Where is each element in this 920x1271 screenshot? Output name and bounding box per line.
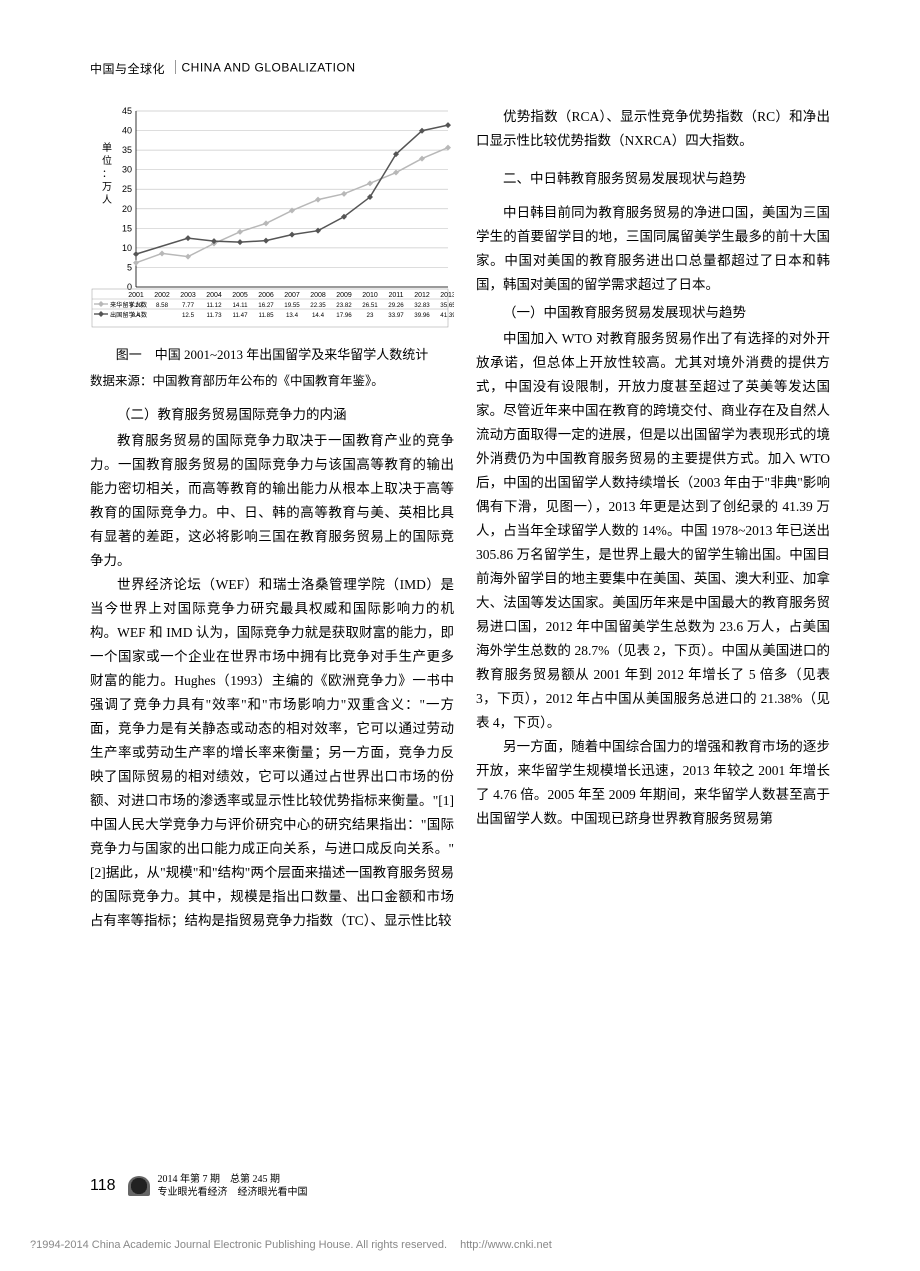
svg-text:29.26: 29.26 [388, 302, 404, 309]
svg-text:33.97: 33.97 [388, 312, 404, 319]
svg-text:出国留学人数: 出国留学人数 [110, 311, 148, 319]
paragraph: 另一方面，随着中国综合国力的增强和教育市场的逐步开放，来华留学生规模增长迅速，2… [476, 735, 830, 831]
running-header: 中国与全球化 CHINA AND GLOBALIZATION [90, 60, 830, 77]
svg-text:2010: 2010 [362, 292, 378, 299]
svg-text:25: 25 [122, 184, 132, 194]
figure-one: 0 5 10 15 20 25 30 35 40 45 单位 ： 万人 2001 2002 2003 2004 2… [90, 105, 454, 365]
svg-text:2002: 2002 [154, 292, 170, 299]
svg-text:8.58: 8.58 [156, 302, 169, 309]
issue-line1: 2014 年第 7 期 总第 245 期 [158, 1174, 281, 1185]
svg-text:2009: 2009 [336, 292, 352, 299]
svg-text:13.4: 13.4 [286, 312, 299, 319]
svg-text:35: 35 [122, 145, 132, 155]
two-column-layout: 0 5 10 15 20 25 30 35 40 45 单位 ： 万人 2001 2002 2003 2004 2… [90, 105, 830, 933]
paragraph: 教育服务贸易的国际竞争力取决于一国教育产业的竞争力。一国教育服务贸易的国际竞争力… [90, 429, 454, 573]
svg-text:35.65: 35.65 [440, 302, 454, 309]
svg-text:41.39: 41.39 [440, 312, 454, 319]
svg-text:7.77: 7.77 [182, 302, 195, 309]
issue-line2: 专业眼光看经济 经济眼光看中国 [158, 1187, 308, 1198]
copyright-line: ?1994-2014 China Academic Journal Electr… [30, 1239, 552, 1251]
svg-text:16.27: 16.27 [258, 302, 274, 309]
journal-logo-icon [128, 1176, 150, 1196]
page: 中国与全球化 CHINA AND GLOBALIZATION 0 5 10 15 20 2… [0, 0, 920, 973]
svg-text:11.73: 11.73 [206, 312, 222, 319]
subsection-heading-1: （一）中国教育服务贸易发展现状与趋势 [476, 301, 830, 325]
svg-text:位: 位 [102, 154, 112, 167]
svg-text:10: 10 [122, 243, 132, 253]
svg-text:12.5: 12.5 [182, 312, 195, 319]
section-heading-2: 二、中日韩教育服务贸易发展现状与趋势 [476, 167, 830, 191]
svg-text:2003: 2003 [180, 292, 196, 299]
copyright-text: ?1994-2014 China Academic Journal Electr… [30, 1239, 447, 1251]
svg-text:8.4: 8.4 [132, 312, 141, 319]
svg-text:32.83: 32.83 [414, 302, 430, 309]
header-cn: 中国与全球化 [90, 62, 165, 76]
cnki-link[interactable]: http://www.cnki.net [460, 1239, 552, 1251]
svg-text:20: 20 [122, 204, 132, 214]
svg-text:17.96: 17.96 [336, 312, 352, 319]
header-en: CHINA AND GLOBALIZATION [182, 60, 356, 74]
svg-text:23: 23 [367, 312, 374, 319]
svg-text:2004: 2004 [206, 292, 222, 299]
svg-text:2001: 2001 [128, 292, 144, 299]
paragraph: 中国加入 WTO 对教育服务贸易作出了有选择的对外开放承诺，但总体上开放性较高。… [476, 327, 830, 735]
column-right: 优势指数（RCA）、显示性竞争优势指数（RC）和净出口显示性比较优势指数（NXR… [476, 105, 830, 933]
svg-text:30: 30 [122, 165, 132, 175]
page-footer: 118 2014 年第 7 期 总第 245 期 专业眼光看经济 经济眼光看中国 [90, 1173, 308, 1199]
svg-text:：: ： [102, 169, 112, 180]
issue-info: 2014 年第 7 期 总第 245 期 专业眼光看经济 经济眼光看中国 [158, 1173, 308, 1199]
svg-text:2011: 2011 [388, 292, 403, 299]
svg-text:2005: 2005 [232, 292, 248, 299]
page-number: 118 [90, 1177, 116, 1195]
line-chart: 0 5 10 15 20 25 30 35 40 45 单位 ： 万人 2001 2002 2003 2004 2… [90, 105, 454, 335]
svg-text:2013: 2013 [440, 292, 454, 299]
svg-text:45: 45 [122, 106, 132, 116]
figure-caption: 图一 中国 2001~2013 年出国留学及来华留学人数统计 [90, 345, 454, 365]
svg-text:26.51: 26.51 [362, 302, 378, 309]
svg-text:11.47: 11.47 [232, 312, 248, 319]
svg-text:22.35: 22.35 [310, 302, 326, 309]
svg-text:2008: 2008 [310, 292, 326, 299]
svg-text:人: 人 [102, 194, 112, 206]
svg-text:14.11: 14.11 [232, 302, 248, 309]
svg-text:14.4: 14.4 [312, 312, 325, 319]
svg-text:0: 0 [127, 282, 132, 292]
paragraph: 世界经济论坛（WEF）和瑞士洛桑管理学院（IMD）是当今世界上对国际竞争力研究最… [90, 573, 454, 933]
svg-text:40: 40 [122, 126, 132, 136]
header-divider [175, 60, 176, 74]
svg-text:11.12: 11.12 [206, 302, 222, 309]
paragraph: 中日韩目前同为教育服务贸易的净进口国，美国为三国学生的首要留学目的地，三国同属留… [476, 201, 830, 297]
svg-text:2006: 2006 [258, 292, 274, 299]
svg-text:5: 5 [127, 262, 132, 272]
svg-text:2007: 2007 [284, 292, 300, 299]
svg-text:单: 单 [102, 142, 112, 154]
svg-text:万: 万 [102, 182, 112, 193]
svg-text:6.19: 6.19 [130, 302, 143, 309]
svg-text:39.96: 39.96 [414, 312, 430, 319]
figure-source: 数据来源：中国教育部历年公布的《中国教育年鉴》。 [90, 371, 454, 391]
svg-text:11.85: 11.85 [258, 312, 274, 319]
svg-text:来华留学人数: 来华留学人数 [110, 301, 148, 309]
svg-text:23.82: 23.82 [336, 302, 352, 309]
svg-text:15: 15 [122, 223, 132, 233]
paragraph: 优势指数（RCA）、显示性竞争优势指数（RC）和净出口显示性比较优势指数（NXR… [476, 105, 830, 153]
svg-text:2012: 2012 [414, 292, 430, 299]
svg-text:19.55: 19.55 [284, 302, 300, 309]
column-left: 0 5 10 15 20 25 30 35 40 45 单位 ： 万人 2001 2002 2003 2004 2… [90, 105, 454, 933]
subsection-heading-2: （二）教育服务贸易国际竞争力的内涵 [90, 403, 454, 427]
